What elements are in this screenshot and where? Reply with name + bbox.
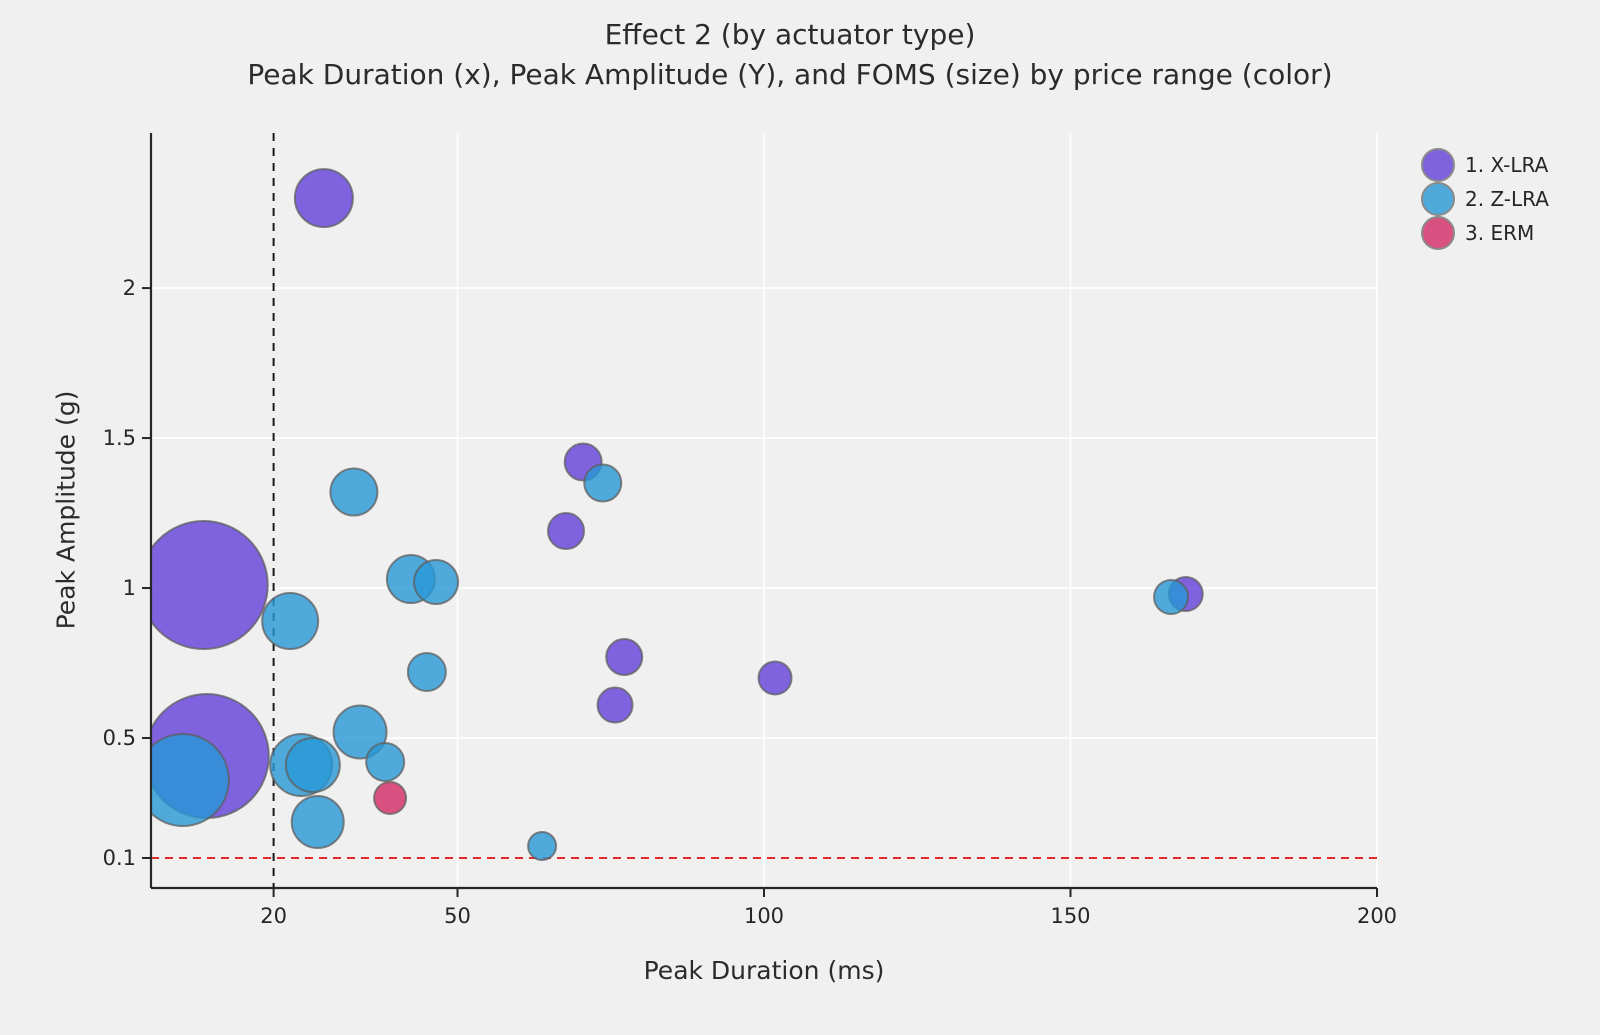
bubble-z-lra[interactable] [284,737,341,794]
y-axis-label: Peak Amplitude (g) [51,390,81,630]
bubble-x-lra[interactable] [596,686,634,724]
legend-item-x-lra[interactable]: 1. X-LRA [1421,148,1549,182]
bubble-x-lra[interactable] [757,660,793,696]
x-lra-marker-icon [1421,148,1455,182]
legend-item-erm[interactable]: 3. ERM [1421,216,1549,250]
chart-title: Effect 2 (by actuator type) [604,18,976,51]
bubble-z-lra[interactable] [290,795,345,850]
y-tick-label: 2 [123,276,136,300]
x-axis-label: Peak Duration (ms) [643,956,885,985]
bubble-z-lra[interactable] [527,831,558,862]
legend-label-x-lra: 1. X-LRA [1465,153,1549,177]
x-tick-label: 20 [260,904,287,928]
legend-item-z-lra[interactable]: 2. Z-LRA [1421,182,1549,216]
bubble-z-lra[interactable] [137,733,230,828]
bubble-z-lra[interactable] [329,467,379,517]
x-tick-label: 50 [444,904,471,928]
bubble-erm[interactable] [373,781,408,816]
bubble-z-lra[interactable] [583,463,623,503]
x-tick-label: 100 [744,904,784,928]
legend-label-erm: 3. ERM [1465,221,1535,245]
bubble-z-lra[interactable] [1153,579,1190,616]
bubble-x-lra[interactable] [547,512,586,551]
x-tick-label: 200 [1357,904,1397,928]
bubble-z-lra[interactable] [332,704,388,760]
y-tick-label: 0.1 [103,846,136,870]
legend-label-z-lra: 2. Z-LRA [1465,187,1549,211]
bubble-x-lra[interactable] [293,168,354,229]
erm-marker-icon [1421,216,1455,250]
bubbles-layer [137,168,1204,862]
bubble-x-lra[interactable] [605,638,644,677]
chart-subtitle: Peak Duration (x), Peak Amplitude (Y), a… [247,58,1333,91]
bubble-z-lra[interactable] [261,592,320,651]
z-lra-marker-icon [1421,182,1455,216]
bubble-z-lra[interactable] [406,652,447,693]
y-tick-label: 1.5 [103,426,136,450]
bubble-z-lra[interactable] [413,559,460,606]
bubble-x-lra[interactable] [140,520,269,651]
y-tick-label: 1 [123,576,136,600]
bubble-z-lra[interactable] [365,742,406,783]
y-tick-label: 0.5 [103,726,136,750]
x-tick-label: 150 [1050,904,1090,928]
legend: 1. X-LRA 2. Z-LRA 3. ERM [1421,148,1549,250]
